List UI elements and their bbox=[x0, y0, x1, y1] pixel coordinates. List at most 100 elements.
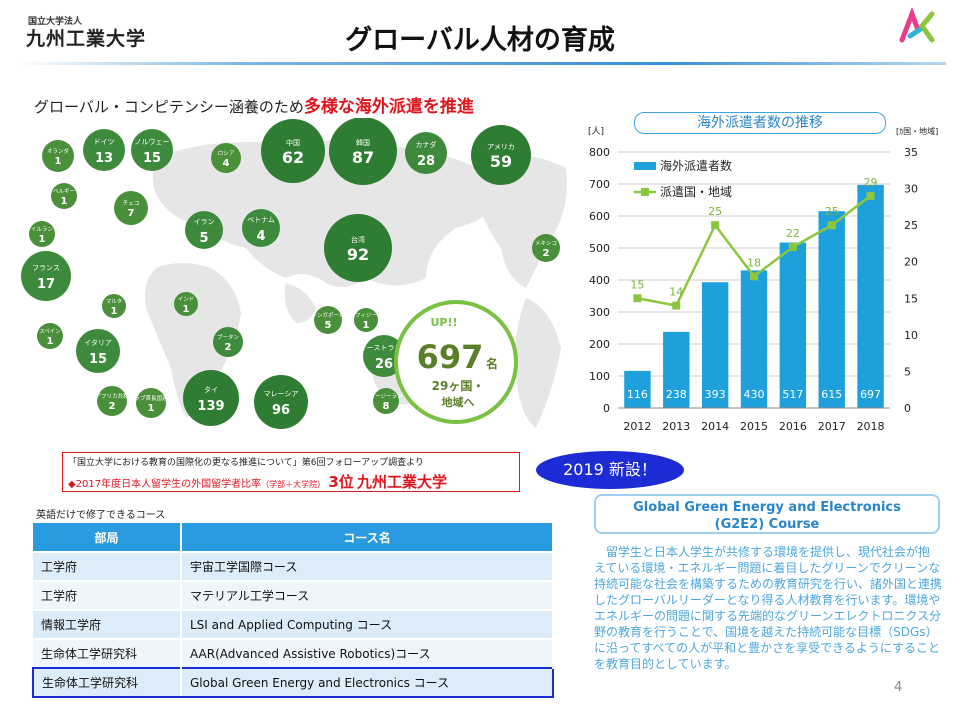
bar bbox=[701, 282, 729, 408]
y-right-axis-label: [ｶ国・地域] bbox=[896, 126, 938, 136]
legend-marker-countries bbox=[641, 188, 649, 196]
headline-emphasis: 多様な海外派遣を推進 bbox=[303, 97, 474, 117]
bubble-country-name: 南アフリカ共和国 bbox=[90, 392, 135, 400]
source-citation: 「国立大学における教育の国際化の更なる推進について」第6回フォローアップ調査より bbox=[68, 458, 424, 468]
bubble-country-name: マレーシア bbox=[264, 390, 299, 398]
headline-prefix: グローバル・コンピテンシー涵養のため bbox=[34, 98, 304, 116]
legend-swatch-bars bbox=[634, 162, 656, 170]
total-up-label: UP!! bbox=[430, 316, 457, 329]
bubble-count: 92 bbox=[347, 245, 369, 264]
x-tick-label: 2016 bbox=[779, 420, 807, 433]
x-tick-label: 2013 bbox=[662, 420, 690, 433]
department-cell: 工学府 bbox=[33, 580, 182, 610]
bubble-count: 1 bbox=[183, 304, 190, 315]
bubble-count: 13 bbox=[95, 151, 113, 166]
bubble-country-name: アメリカ bbox=[487, 143, 515, 151]
page-number: 4 bbox=[894, 680, 903, 695]
bubble-country-name: ベトナム bbox=[247, 216, 275, 224]
bubble-circle bbox=[254, 375, 308, 429]
bubble-count: 87 bbox=[352, 148, 374, 167]
course-cell: Global Green Energy and Electronics コース bbox=[181, 667, 554, 698]
country-bubble: ドイツ 13 bbox=[83, 129, 125, 171]
bubble-country-name: イラン bbox=[194, 218, 215, 226]
legend-label-countries: 派遣国・地域 bbox=[660, 184, 732, 199]
course-cell: AAR(Advanced Assistive Robotics)コース bbox=[181, 638, 554, 668]
x-tick-label: 2012 bbox=[623, 420, 651, 433]
y-right-tick-label: 15 bbox=[904, 292, 918, 305]
bubble-circle bbox=[213, 327, 243, 357]
y-left-axis-label: [人] bbox=[588, 126, 604, 137]
bubble-circle bbox=[471, 125, 531, 185]
bar bbox=[857, 184, 884, 408]
bar-value-label: 116 bbox=[627, 388, 648, 401]
header-divider bbox=[16, 62, 946, 65]
bubble-circle bbox=[211, 143, 241, 173]
bubble-count: 15 bbox=[89, 352, 107, 367]
bubble-country-name: アラブ首長国連邦 bbox=[129, 394, 174, 402]
bar-value-label: 430 bbox=[744, 388, 765, 401]
bubble-circle bbox=[76, 329, 120, 373]
courses-table: 部局 コース名 工学府 宇宙工学国際コース 工学府 マテリアル工学コース 情報工… bbox=[32, 523, 554, 698]
bubble-count: 1 bbox=[55, 156, 62, 167]
table-row: 工学府 宇宙工学国際コース bbox=[33, 551, 554, 581]
bubble-circle bbox=[314, 306, 342, 334]
bubble-count: 7 bbox=[128, 208, 135, 219]
bar-value-label: 697 bbox=[860, 388, 881, 401]
department-cell: 生命体工学研究科 bbox=[33, 638, 182, 668]
courses-caption: 英語だけで修了できるコース bbox=[36, 510, 166, 521]
y-left-tick-label: 800 bbox=[589, 146, 610, 159]
bubble-count: 2 bbox=[543, 248, 550, 259]
line-point bbox=[827, 221, 836, 230]
bar bbox=[624, 370, 651, 408]
bubble-circle bbox=[102, 294, 126, 318]
bubble-circle bbox=[405, 132, 447, 174]
bubble-circle bbox=[185, 211, 223, 249]
bubble-circle bbox=[242, 209, 280, 247]
country-bubble: ベトナム 4 bbox=[242, 209, 280, 247]
bubble-country-name: カナダ bbox=[416, 140, 437, 149]
country-bubble: イラン 5 bbox=[185, 211, 223, 249]
country-bubble: タイ 139 bbox=[183, 370, 239, 426]
y-right-tick-label: 35 bbox=[904, 146, 918, 159]
bubble-count: 17 bbox=[37, 277, 55, 292]
y-right-tick-label: 20 bbox=[904, 256, 918, 269]
line-point bbox=[711, 221, 720, 230]
bubble-country-name: オーストラリア bbox=[360, 344, 409, 352]
column-header-course: コース名 bbox=[181, 523, 554, 552]
university-org-label: 国立大学法人 bbox=[28, 17, 83, 27]
y-left-tick-label: 600 bbox=[589, 210, 610, 223]
bubble-country-name: オランダ bbox=[47, 147, 70, 155]
bubble-count: 8 bbox=[383, 401, 390, 412]
bubble-count: 26 bbox=[375, 357, 393, 372]
total-countries: 29ヶ国・ bbox=[432, 379, 485, 393]
slide-title: グローバル人材の育成 bbox=[345, 25, 615, 56]
department-cell: 情報工学府 bbox=[33, 609, 182, 639]
bubble-country-name: ドイツ bbox=[94, 138, 115, 146]
y-right-tick-label: 0 bbox=[904, 402, 911, 415]
dispatch-trend-chart: 0 100 200 300 400 500 600 700 800 0 5 10 15 20 25 30 35 [… bbox=[588, 126, 938, 433]
y-left-tick-label: 100 bbox=[589, 370, 610, 383]
x-tick-label: 2015 bbox=[740, 420, 768, 433]
bubble-count: 1 bbox=[47, 336, 54, 347]
bar bbox=[663, 331, 690, 408]
bubble-count: 5 bbox=[325, 320, 332, 331]
source-box bbox=[62, 452, 520, 492]
y-right-tick-label: 5 bbox=[904, 365, 911, 378]
bubble-circle bbox=[83, 129, 125, 171]
total-number: 697 bbox=[417, 338, 484, 376]
total-regions: 地域へ bbox=[442, 395, 475, 409]
department-cell: 生命体工学研究科 bbox=[32, 667, 182, 698]
line-point bbox=[866, 191, 875, 200]
x-tick-label: 2017 bbox=[818, 420, 846, 433]
g2e2-title-line1: Global Green Energy and Electronics bbox=[633, 500, 901, 515]
bubble-country-name: ノルウェー bbox=[135, 138, 170, 146]
bubble-circle bbox=[183, 370, 239, 426]
legend-label-bars: 海外派遣者数 bbox=[660, 158, 732, 173]
